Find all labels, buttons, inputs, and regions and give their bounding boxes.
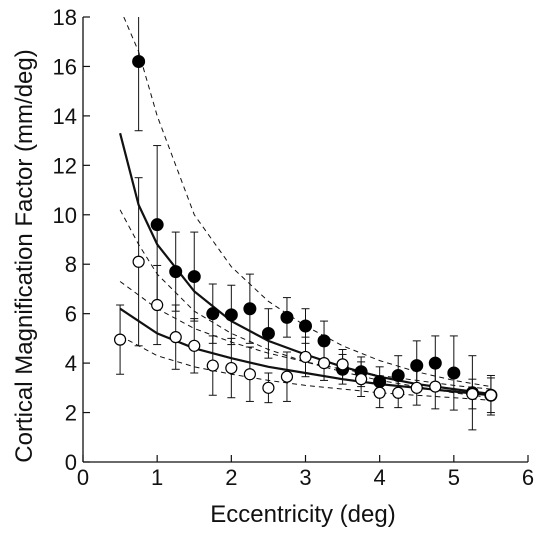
solid-fit-curve-0 (119, 132, 492, 396)
y-tick-label: 0 (65, 450, 77, 475)
open-data-point (225, 361, 238, 375)
filled-data-point (261, 326, 275, 340)
open-data-point (429, 380, 442, 393)
x-tick-label: 1 (151, 465, 163, 490)
open-data-point (373, 386, 386, 399)
y-tick-label: 16 (53, 54, 77, 79)
filled-data-point (280, 310, 294, 324)
y-tick-label: 4 (65, 351, 77, 376)
open-data-point (317, 357, 331, 370)
open-data-point (299, 350, 312, 364)
open-data-point (280, 370, 294, 383)
x-tick-label: 0 (77, 465, 89, 490)
filled-data-point (299, 319, 312, 333)
x-tick-label: 6 (522, 465, 534, 490)
open-data-point (336, 358, 349, 371)
open-data-point (132, 255, 145, 268)
open-data-point (151, 298, 164, 312)
data-points (113, 55, 498, 402)
filled-data-point (447, 366, 461, 380)
filled-data-point (243, 302, 257, 316)
open-data-point (410, 381, 423, 394)
open-data-point (392, 386, 405, 399)
y-tick-label: 18 (53, 5, 77, 30)
dashed-fit-curve-5 (119, 335, 491, 401)
y-tick-label: 6 (65, 302, 77, 327)
y-tick-label: 2 (65, 401, 77, 426)
filled-data-point (391, 368, 405, 382)
open-data-point (188, 339, 201, 352)
filled-data-point (373, 375, 387, 389)
x-tick-label: 4 (374, 465, 386, 490)
axes (82, 16, 529, 463)
x-tick-label: 2 (225, 465, 237, 490)
y-tick-label: 12 (53, 153, 77, 178)
open-data-point (243, 368, 256, 381)
open-data-point (169, 331, 182, 344)
open-data-point (206, 359, 219, 372)
filled-data-point (317, 334, 331, 348)
x-tick-label: 5 (448, 465, 460, 490)
filled-data-point (206, 307, 220, 321)
x-axis-title: Eccentricity (deg) (210, 501, 395, 528)
filled-data-point (428, 356, 442, 370)
open-data-point (262, 381, 275, 394)
open-data-point (466, 387, 479, 401)
filled-data-point (187, 270, 201, 284)
filled-data-point (150, 218, 164, 232)
dashed-fit-curve-4 (119, 281, 491, 390)
open-data-point (355, 373, 368, 386)
filled-data-point (169, 265, 183, 279)
y-tick-label: 8 (65, 252, 77, 277)
open-data-point (484, 389, 498, 402)
open-data-point (113, 333, 127, 346)
y-tick-label: 10 (53, 203, 77, 228)
y-tick-label: 14 (53, 104, 77, 129)
filled-data-point (132, 55, 146, 68)
y-axis-title: Cortical Magnification Factor (mm/deg) (11, 49, 38, 462)
filled-data-point (410, 359, 424, 373)
x-tick-label: 3 (299, 465, 311, 490)
filled-data-point (224, 308, 238, 322)
